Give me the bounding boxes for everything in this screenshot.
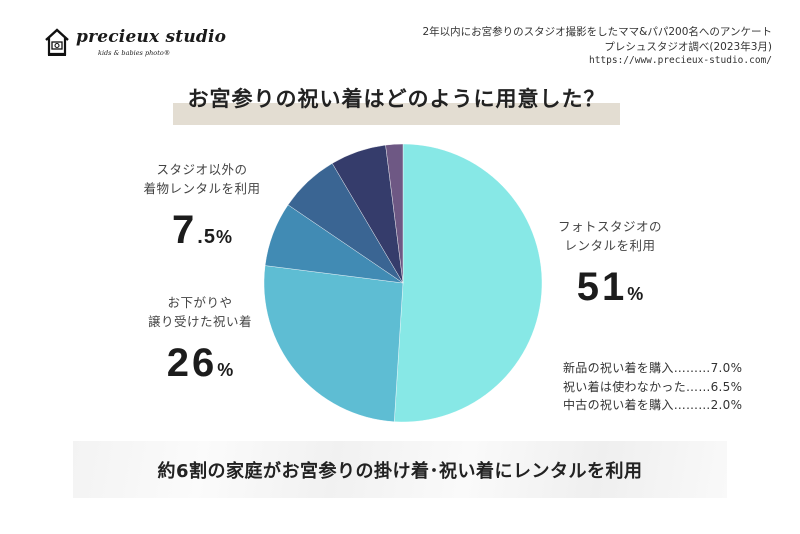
label-text: 着物レンタルを利用 bbox=[143, 181, 261, 196]
pie-chart bbox=[263, 143, 543, 423]
survey-description: 2年以内にお宮参りのスタジオ撮影をしたママ&パパ200名へのアンケート bbox=[422, 26, 773, 38]
list-item: 祝い着は使わなかった…… 6.5% bbox=[563, 379, 743, 394]
list-item: 中古の祝い着を購入……… 2.0% bbox=[563, 398, 743, 412]
title-highlight bbox=[173, 103, 620, 125]
pie-slice bbox=[394, 143, 543, 423]
pie-slice bbox=[385, 143, 404, 284]
brand-logo: precieux studio kids & babies photo® bbox=[44, 27, 226, 57]
source-url[interactable]: https://www.precieux-studio.com/ bbox=[588, 55, 772, 66]
brand-name: precieux studio bbox=[76, 27, 227, 47]
value-studio-rental: 51% bbox=[576, 265, 644, 309]
list-item: 新品の祝い着を購入……… 7.0% bbox=[563, 361, 743, 375]
conclusion-banner: 約6割の家庭がお宮参りの掛け着･祝い着にレンタルを利用 bbox=[73, 441, 727, 498]
brand-tagline: kids & babies photo® bbox=[98, 49, 171, 57]
label-text: お下がりや bbox=[167, 295, 233, 310]
value-kimono-rental: 7.5% bbox=[172, 208, 232, 252]
label-text: フォトスタジオの bbox=[557, 219, 662, 234]
value-hand-me-down: 26% bbox=[166, 341, 234, 385]
other-responses-list: 新品の祝い着を購入……… 7.0% 祝い着は使わなかった…… 6.5% 中古の祝い着… bbox=[563, 359, 742, 415]
label-text: 譲り受けた祝い着 bbox=[147, 314, 252, 329]
pie-slice bbox=[263, 265, 404, 422]
label-studio-rental: フォトスタジオの レンタルを利用 51% bbox=[540, 217, 680, 316]
survey-credit: プレシュスタジオ調べ(2023年3月) bbox=[604, 40, 772, 53]
label-hand-me-down: お下がりや 譲り受けた祝い着 26% bbox=[135, 293, 265, 392]
chart-title: お宮参りの祝い着はどのように用意した？ bbox=[187, 87, 606, 111]
label-text: スタジオ以外の bbox=[156, 162, 248, 177]
label-kimono-rental: スタジオ以外の 着物レンタルを利用 7.5% bbox=[137, 160, 267, 259]
conclusion-text: 約6割の家庭がお宮参りの掛け着･祝い着にレンタルを利用 bbox=[157, 460, 643, 482]
survey-source: 2年以内にお宮参りのスタジオ撮影をしたママ&パパ200名へのアンケート プレシュ… bbox=[423, 25, 773, 69]
label-text: レンタルを利用 bbox=[564, 238, 656, 253]
house-camera-icon bbox=[45, 28, 69, 56]
